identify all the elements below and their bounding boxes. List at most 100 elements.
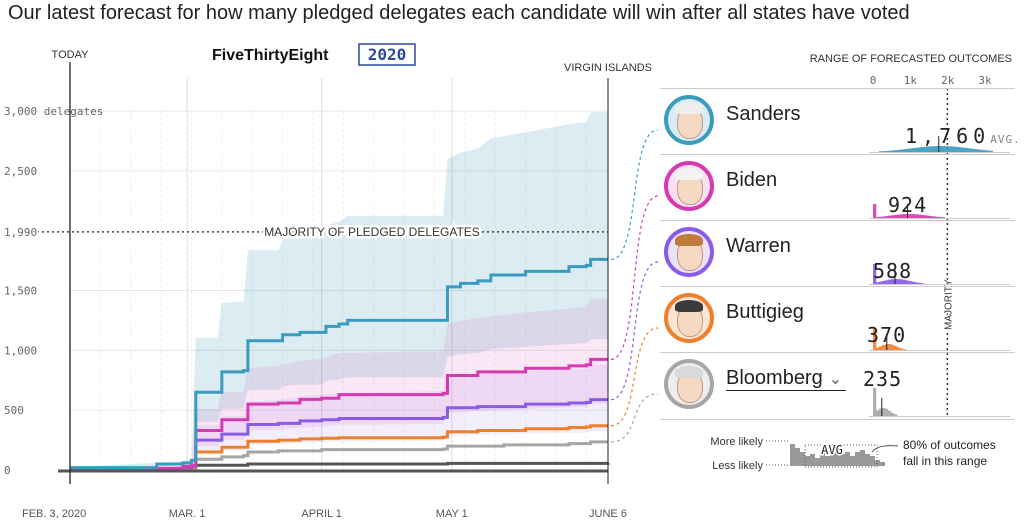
sanders-histogram-bar <box>914 147 919 152</box>
sanders-histogram-bar <box>989 150 993 152</box>
brand-year: 2020 <box>368 45 407 64</box>
legend-more-likely: More likely <box>710 436 763 448</box>
sanders-histogram-bar <box>893 150 898 152</box>
biden-histogram-bar <box>929 216 934 218</box>
warren-histogram-bar <box>899 279 904 284</box>
sanders-histogram-bar <box>908 148 913 152</box>
bloomberg-histogram-bar <box>873 388 877 416</box>
sanders-histogram-bar <box>968 148 972 152</box>
legend-histogram-bar <box>870 456 875 466</box>
warren-avatar <box>664 227 714 277</box>
biden-connector <box>610 195 659 361</box>
biden-histogram-bar <box>917 214 922 218</box>
biden-histogram-bar <box>875 217 880 218</box>
legend-histogram-bar <box>790 444 795 466</box>
sanders-histogram-bar <box>890 150 895 152</box>
warren-histogram-bar <box>878 281 883 284</box>
biden-histogram-bar <box>896 214 901 218</box>
warren-histogram-bar <box>875 282 880 284</box>
bloomberg-histogram-bar <box>884 408 889 416</box>
candidate-name-buttigieg: Buttigieg <box>726 301 804 323</box>
sanders-range-histogram <box>869 136 1010 153</box>
legend-histogram-bar <box>865 454 870 466</box>
biden-histogram-bar <box>932 216 937 218</box>
sanders-histogram-bar <box>935 146 940 152</box>
legend-histogram-bar <box>880 462 885 466</box>
legend-histogram-bar <box>820 452 825 466</box>
sanders-histogram-bar <box>878 151 883 152</box>
candidate-name-biden: Biden <box>726 169 778 191</box>
buttigieg-histogram-bar <box>875 347 880 350</box>
bloomberg-histogram-bar <box>878 408 883 416</box>
sanders-histogram-bar <box>959 147 963 152</box>
biden-histogram-bar <box>873 204 877 218</box>
buttigieg-histogram-bar <box>893 345 898 350</box>
legend-histogram-bar <box>845 452 850 466</box>
candidate-row-biden: Biden 924 <box>660 154 1015 221</box>
legend-avg: AVG <box>821 443 843 457</box>
legend-histogram-bar <box>830 454 835 466</box>
sanders-histogram-bar <box>962 147 966 152</box>
buttigieg-histogram-bar <box>890 344 895 350</box>
warren-histogram-bar <box>920 283 925 284</box>
legend-80pct-line1: 80% of outcomes <box>903 438 996 452</box>
y-tick-label: 3,000 delegates <box>4 105 103 118</box>
warren-histogram-bar <box>896 279 901 284</box>
sanders-histogram-bar <box>896 149 901 152</box>
y-tick-label: 500 <box>4 404 24 417</box>
x-tick-label: MAY 1 <box>436 508 468 520</box>
sanders-histogram-bar <box>929 146 934 152</box>
sanders-histogram-bar <box>917 147 922 152</box>
biden-histogram-bar <box>881 216 886 218</box>
candidate-row-buttigieg: Buttigieg 370 <box>660 286 1015 353</box>
legend-range-box <box>804 444 878 468</box>
range-tick: 1k <box>904 74 918 87</box>
legend-histogram <box>790 444 885 466</box>
buttigieg-histogram-bar <box>881 345 886 350</box>
buttigieg-range-histogram <box>869 328 1010 351</box>
buttigieg-histogram-bar <box>873 328 877 350</box>
buttigieg-connector <box>610 327 659 427</box>
bloomberg-histogram-bar <box>887 410 892 416</box>
legend-histogram-bar <box>860 450 865 466</box>
buttigieg-histogram-bar <box>887 344 892 350</box>
sanders-avatar <box>664 95 714 145</box>
candidate-select-bloomberg[interactable]: Bloomberg ⌄ <box>726 367 847 391</box>
sanders-histogram-bar <box>920 147 925 152</box>
warren-histogram-bar <box>902 279 907 284</box>
x-tick-label: APRIL 1 <box>301 508 342 520</box>
legend-histogram-bar <box>825 456 830 466</box>
biden-histogram-bar <box>902 214 907 218</box>
sanders-histogram-bar <box>911 148 916 152</box>
warren-histogram-bar <box>914 282 919 284</box>
majority-vertical-label: MAJORITY <box>943 279 954 330</box>
sanders-uncertainty-band <box>70 111 608 469</box>
sanders-histogram-bar <box>932 146 937 152</box>
warren-range-histogram <box>869 264 1010 285</box>
sanders-histogram-bar <box>884 150 889 152</box>
legend-histogram-bar <box>815 458 820 466</box>
sanders-histogram-bar <box>974 149 978 152</box>
legend-pointer <box>871 445 899 453</box>
range-title: RANGE OF FORECASTED OUTCOMES <box>810 53 1012 65</box>
sanders-histogram-bar <box>971 148 975 152</box>
bloomberg-avg-value: 235 <box>863 367 903 391</box>
range-tick: 2k <box>941 74 955 87</box>
x-tick-label: FEB. 3, 2020 <box>22 508 86 520</box>
buttigieg-histogram-bar <box>902 349 907 350</box>
y-tick-label: 1,500 <box>4 285 37 298</box>
sanders-histogram-bar <box>986 150 990 152</box>
sanders-series-line <box>70 257 608 470</box>
sanders-histogram-bar <box>983 150 987 152</box>
biden-histogram-bar <box>920 214 925 218</box>
end-marker-label: VIRGIN ISLANDS <box>564 62 652 74</box>
chevron-down-icon[interactable]: ⌄ <box>828 371 843 388</box>
sanders-connector <box>610 129 659 260</box>
candidate-row-bloomberg: Bloomberg ⌄ 235 <box>660 352 1015 420</box>
biden-histogram-bar <box>893 214 898 218</box>
legend-histogram-bar <box>850 456 855 466</box>
y-tick-label: 1,990 <box>4 226 37 239</box>
headline: Our latest forecast for how many pledged… <box>8 2 910 24</box>
brand-name: FiveThirtyEight <box>212 47 329 64</box>
sanders-avg-value: 1,760AVG. <box>905 124 1021 148</box>
